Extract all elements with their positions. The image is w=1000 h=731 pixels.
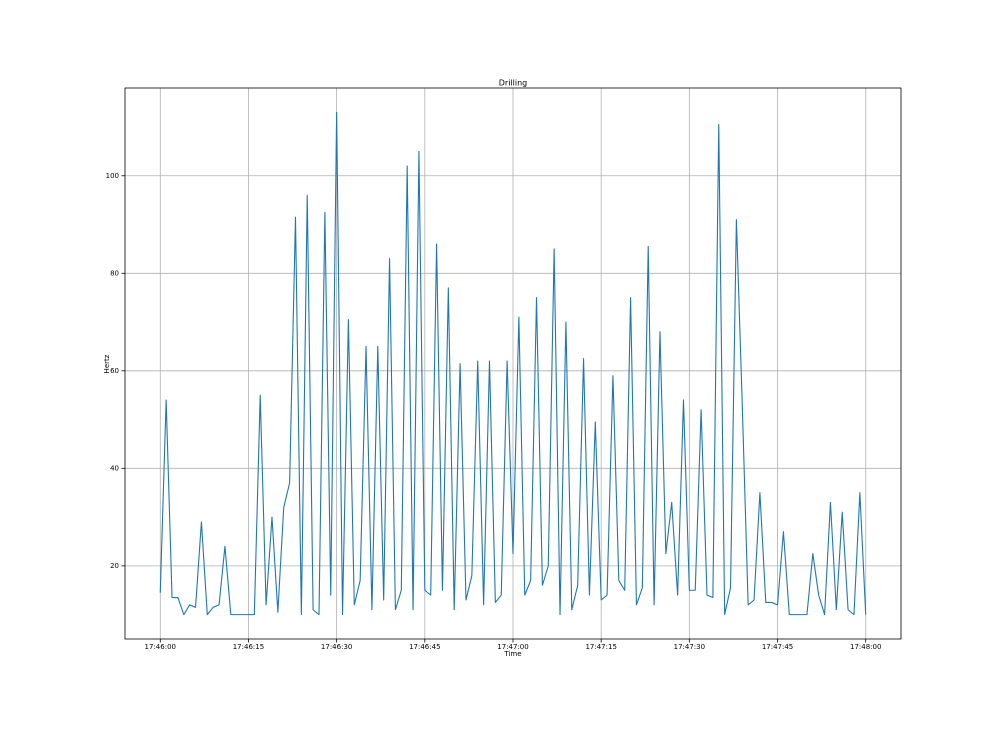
y-tick-label: 100 — [106, 172, 119, 180]
x-tick-label: 17:47:00 — [497, 643, 528, 651]
y-tick-label: 80 — [110, 269, 119, 277]
chart-title: Drilling — [499, 79, 528, 88]
y-tick-label: 20 — [110, 562, 119, 570]
x-tick-label: 17:46:45 — [409, 643, 440, 651]
x-tick-label: 17:46:30 — [321, 643, 352, 651]
x-tick-label: 17:47:30 — [674, 643, 705, 651]
y-tick-label: 60 — [110, 367, 119, 375]
x-axis-label: Time — [503, 650, 521, 658]
y-axis-label: Hertz — [103, 354, 111, 373]
x-tick-label: 17:47:45 — [762, 643, 793, 651]
x-tick-label: 17:46:00 — [145, 643, 176, 651]
plot-frame — [124, 87, 902, 640]
y-tick-label: 40 — [110, 464, 119, 472]
x-tick-label: 17:47:15 — [585, 643, 616, 651]
x-tick-label: 17:46:15 — [233, 643, 264, 651]
x-tick-label: 17:48:00 — [850, 643, 881, 651]
data-line — [159, 111, 867, 616]
